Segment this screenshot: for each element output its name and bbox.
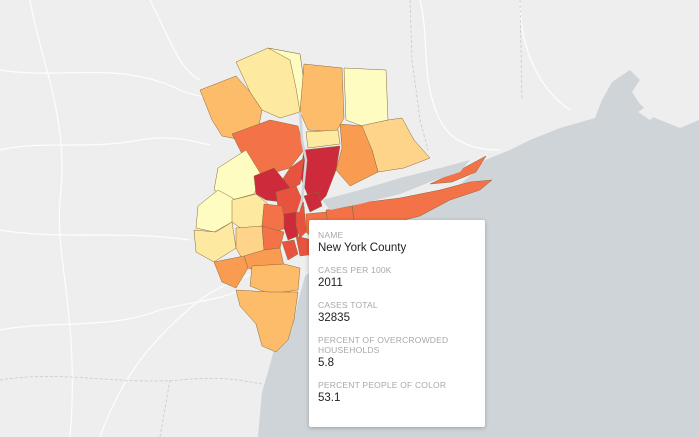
popup-label-cases-per-100k: CASES PER 100K: [318, 265, 392, 275]
popup-field-name: NAME New York County: [318, 230, 485, 255]
popup-field-overcrowded: PERCENT OF OVERCROWDED HOUSEHOLDS 5.8: [318, 335, 485, 370]
county-new-york[interactable]: [295, 205, 307, 239]
county-monmouth[interactable]: [249, 263, 301, 295]
county-putnam[interactable]: [305, 129, 341, 149]
popup-label-people-of-color: PERCENT PEOPLE OF COLOR: [318, 380, 447, 390]
county-fairfield[interactable]: [335, 123, 379, 187]
county-hudson[interactable]: [283, 211, 299, 241]
county-ocean[interactable]: [235, 289, 299, 353]
long-island-sound: [322, 160, 470, 210]
popup-value-name: New York County: [318, 242, 407, 254]
popup-label-name: NAME: [318, 230, 344, 240]
popup-label-overcrowded: PERCENT OF OVERCROWDED HOUSEHOLDS: [318, 335, 449, 355]
popup-value-people-of-color: 53.1: [318, 392, 341, 404]
popup-value-cases-total: 32835: [318, 312, 350, 324]
popup-value-cases-per-100k: 2011: [318, 277, 343, 289]
cape-land: [638, 104, 660, 120]
state-borders: [0, 0, 523, 437]
county-columbia[interactable]: [343, 67, 389, 127]
popup-label-cases-total: CASES TOTAL: [318, 300, 378, 310]
popup-value-overcrowded: 5.8: [318, 357, 334, 369]
county-mercer[interactable]: [213, 255, 249, 289]
county-info-popup: NAME New York County CASES PER 100K 2011…: [309, 220, 485, 427]
popup-field-cases-per-100k: CASES PER 100K 2011: [318, 265, 485, 290]
popup-field-people-of-color: PERCENT PEOPLE OF COLOR 53.1: [318, 380, 485, 405]
county-bronx[interactable]: [303, 191, 323, 213]
popup-field-cases-total: CASES TOTAL 32835: [318, 300, 485, 325]
hudson-river: [296, 111, 308, 213]
county-sussex[interactable]: [213, 149, 263, 201]
county-dutchess[interactable]: [299, 63, 345, 133]
county-richmond[interactable]: [281, 239, 299, 261]
